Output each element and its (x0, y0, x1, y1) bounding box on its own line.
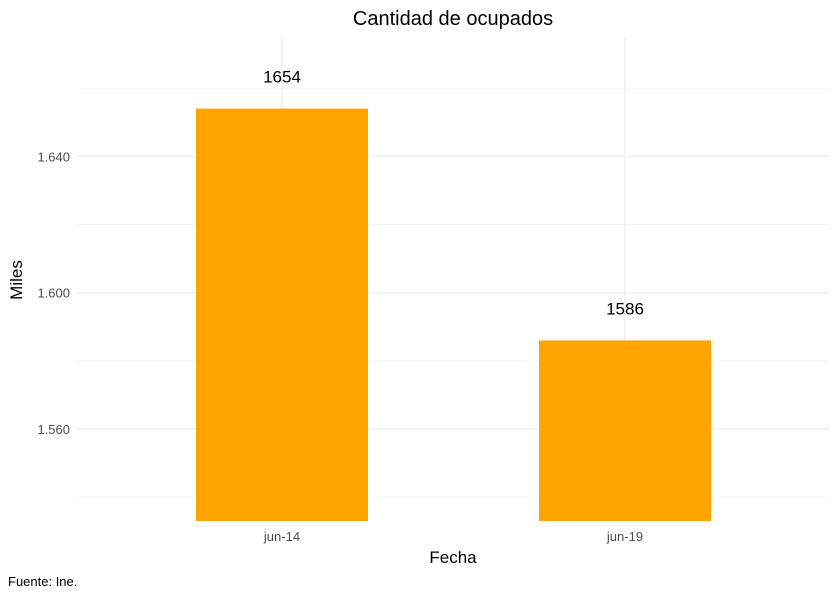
data-label: 1586 (606, 299, 644, 318)
x-axis-ticks: jun-14 jun-19 (263, 529, 643, 544)
y-axis-title: Miles (7, 260, 26, 300)
y-axis-ticks: 1.560 1.600 1.640 (37, 149, 70, 437)
x-axis-title: Fecha (429, 548, 477, 567)
bars (196, 108, 711, 522)
bar-jun-14 (196, 108, 368, 522)
y-tick-label: 1.560 (37, 422, 70, 437)
data-labels: 1654 1586 (263, 68, 644, 319)
major-gridlines (77, 37, 830, 521)
bar-jun-19 (539, 340, 711, 521)
source-caption: Fuente: Ine. (8, 574, 77, 589)
x-tick-label: jun-14 (263, 529, 300, 544)
x-tick-label: jun-19 (606, 529, 643, 544)
chart-title: Cantidad de ocupados (353, 8, 553, 30)
y-tick-label: 1.600 (37, 286, 70, 301)
y-tick-label: 1.640 (37, 149, 70, 164)
data-label: 1654 (263, 68, 301, 87)
